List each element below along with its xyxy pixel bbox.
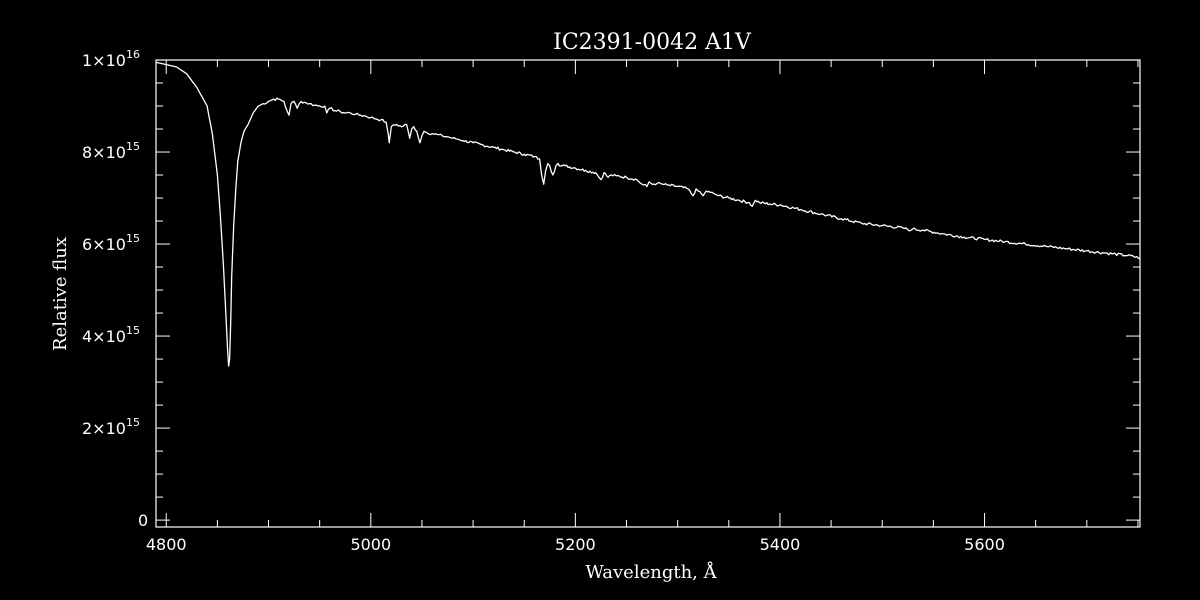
y-tick-label: 8×1015 xyxy=(82,140,140,162)
y-tick-exponent: 15 xyxy=(126,140,140,153)
spectrum-series-line xyxy=(155,61,1141,367)
x-tick-label: 5600 xyxy=(964,535,1005,554)
y-tick-exponent: 15 xyxy=(126,232,140,245)
x-tick-label: 5200 xyxy=(555,535,596,554)
y-tick-exponent: 15 xyxy=(126,324,140,337)
y-tick-label: 0 xyxy=(138,511,148,530)
y-tick-label: 1×1016 xyxy=(82,48,140,70)
y-tick-exponent: 15 xyxy=(126,416,140,429)
plot-frame xyxy=(155,59,1141,528)
y-tick-mantissa: 1×10 xyxy=(82,51,126,70)
x-tick-label: 4800 xyxy=(146,535,187,554)
y-tick-mantissa: 2×10 xyxy=(82,419,126,438)
chart-title: IC2391-0042 A1V xyxy=(553,30,752,55)
x-tick-label: 5400 xyxy=(760,535,801,554)
x-tick-label: 5000 xyxy=(350,535,391,554)
x-tick-labels: 4800 5000 5200 5400 5600 xyxy=(146,535,1005,554)
y-tick-mantissa: 8×10 xyxy=(82,143,126,162)
x-axis-label: Wavelength, Å xyxy=(585,561,717,583)
y-tick-mantissa: 6×10 xyxy=(82,235,126,254)
y-tick-label: 6×1015 xyxy=(82,232,140,254)
y-tick-mantissa: 4×10 xyxy=(82,327,126,346)
y-tick-label: 2×1015 xyxy=(82,416,140,438)
axis-ticks xyxy=(156,59,1140,527)
y-axis-label: Relative flux xyxy=(50,237,71,351)
y-tick-exponent: 16 xyxy=(126,48,140,61)
y-tick-label: 4×1015 xyxy=(82,324,140,346)
